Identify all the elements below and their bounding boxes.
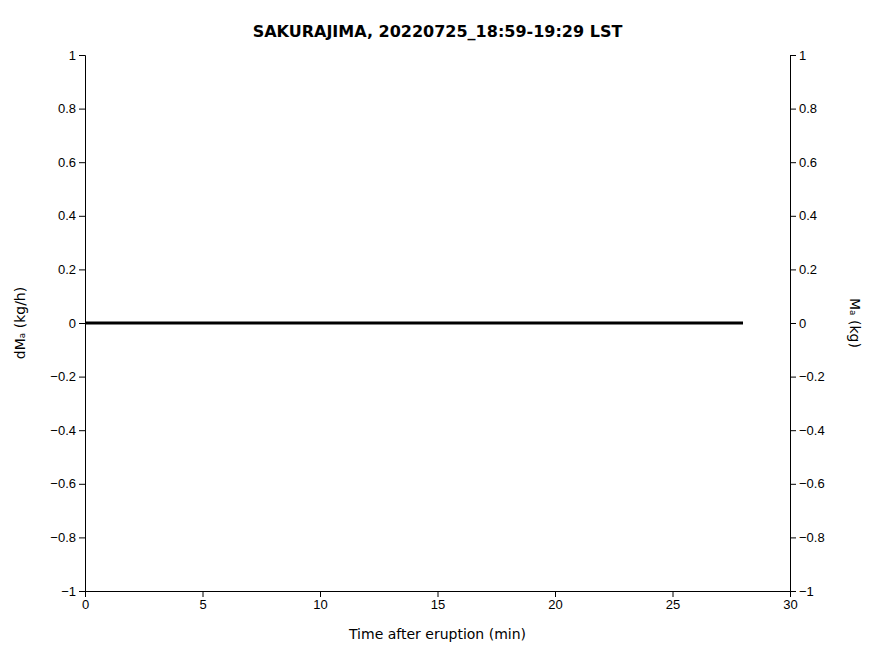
line	[85, 322, 743, 325]
y-axis-tick: −1	[61, 584, 85, 599]
x-axis-tick-label: 20	[548, 597, 562, 612]
y2-axis-tick-label: 0.6	[799, 155, 817, 170]
y-axis-tick: 0.2	[58, 262, 85, 277]
marks	[85, 323, 743, 324]
y-axis-tick-label: −0.4	[50, 423, 76, 438]
y2-axis-tick-mark	[790, 591, 796, 592]
x-axis-tick: 25	[666, 591, 680, 612]
y-axis-tick-label: 0.4	[58, 208, 76, 223]
y2-axis-tick-mark	[790, 109, 796, 110]
y2-axis-tick-label: 1	[799, 48, 806, 63]
y-axis-line	[79, 56, 86, 592]
x-axis-tick-mark	[203, 591, 204, 597]
x-axis-tick-mark	[555, 591, 556, 597]
x-axis-tick-label: 25	[666, 597, 680, 612]
y2-axis-tick: 0.8	[790, 101, 817, 116]
y2-axis-tick-mark	[790, 430, 796, 431]
y2-axis-tick: −0.6	[790, 476, 825, 491]
x-axis-tick-label: 15	[431, 597, 445, 612]
y2-axis-line	[791, 56, 797, 592]
x-axis-tick-mark	[438, 591, 439, 597]
x-axis-tick: 5	[199, 591, 206, 612]
x-axis-tick: 15	[431, 591, 445, 612]
y-axis-tick: −0.4	[50, 423, 85, 438]
x-axis-tick-label: 10	[313, 597, 327, 612]
y2-axis-tick-mark	[790, 216, 796, 217]
x-axis-tick-mark	[320, 591, 321, 597]
y2-axis-tick-label: −0.8	[799, 530, 825, 545]
y2-axis-title: Mₐ (kg)	[847, 298, 863, 348]
y-axis-tick: −0.6	[50, 476, 85, 491]
x-axis: 0 5 10 15 20 25 30	[82, 591, 798, 612]
y2-axis-tick: −0.4	[790, 423, 825, 438]
y2-axis-tick-label: −0.2	[799, 369, 825, 384]
y2-axis-tick-mark	[790, 377, 796, 378]
y2-axis-tick: 1	[790, 48, 806, 63]
plot: 051015202530−1−0.8−0.6−0.4−0.200.20.40.6…	[50, 48, 824, 613]
y-axis-tick-label: 0	[69, 316, 76, 331]
y-axis-tick-label: 0.2	[58, 262, 76, 277]
x-axis-tick-label: 30	[783, 597, 797, 612]
x-axis-tick: 10	[313, 591, 327, 612]
x-axis-tick: 20	[548, 591, 562, 612]
y-axis-tick-label: 0.6	[58, 155, 76, 170]
y-axis-tick-mark	[79, 55, 85, 56]
y-axis-tick-label: −0.2	[50, 369, 76, 384]
y-axis-tick-mark	[79, 484, 85, 485]
y-axis-tick-label: −0.6	[50, 476, 76, 491]
y2-axis-tick: 0.6	[790, 155, 817, 170]
y-axis-tick: 0.4	[58, 208, 85, 223]
x-axis-tick-label: 5	[199, 597, 206, 612]
y2-axis: −1 −0.8 −0.6 −0.4 −0.2 0 0.2 0.4 0.6 0.8 1	[790, 48, 825, 599]
y-axis-title: dMₐ (kg/h)	[12, 287, 28, 359]
x-axis-tick: 30	[783, 591, 797, 612]
y-axis-tick-label: 0.8	[58, 101, 76, 116]
x-axis-title: Time after eruption (min)	[348, 626, 526, 642]
y-axis-tick-label: 1	[69, 48, 76, 63]
y-axis-tick-mark	[79, 109, 85, 110]
y2-axis-tick: 0.2	[790, 262, 817, 277]
y-axis-tick-label: −0.8	[50, 530, 76, 545]
y2-axis-tick-label: −1	[799, 584, 814, 599]
y-axis-tick-mark	[79, 377, 85, 378]
y-axis-tick: −0.2	[50, 369, 85, 384]
y2-axis-tick-mark	[790, 537, 796, 538]
y2-axis-tick-label: −0.6	[799, 476, 825, 491]
y2-axis-tick-label: −0.4	[799, 423, 825, 438]
y-axis-tick-mark	[79, 430, 85, 431]
x-axis-tick-label: 0	[82, 597, 89, 612]
chart: 051015202530−1−0.8−0.6−0.4−0.200.20.40.6…	[0, 0, 875, 656]
y-axis-tick-mark	[79, 162, 85, 163]
x-axis-tick-mark	[673, 591, 674, 597]
y2-axis-tick-label: 0.4	[799, 208, 817, 223]
y-axis-tick-mark	[79, 537, 85, 538]
y2-axis-tick-label: 0.2	[799, 262, 817, 277]
y2-axis-tick: 0.4	[790, 208, 817, 223]
y2-axis-tick-label: 0	[799, 316, 806, 331]
y-axis-tick: 0	[69, 316, 85, 331]
y-axis-tick: −0.8	[50, 530, 85, 545]
y-axis-tick: 0.8	[58, 101, 85, 116]
y-axis-tick-label: −1	[61, 584, 76, 599]
y2-axis-tick-mark	[790, 55, 796, 56]
y2-axis-tick: −1	[790, 584, 814, 599]
y2-axis-tick: −0.2	[790, 369, 825, 384]
y2-axis-tick-mark	[790, 269, 796, 270]
y2-axis-tick: −0.8	[790, 530, 825, 545]
x-axis-line	[86, 592, 791, 598]
y-axis-tick-mark	[79, 323, 85, 324]
y-axis-tick-mark	[79, 591, 85, 592]
y-axis: −1 −0.8 −0.6 −0.4 −0.2 0 0.2 0.4 0.6 0.8 1	[50, 48, 85, 599]
y2-axis-tick-mark	[790, 323, 796, 324]
y2-axis-tick-label: 0.8	[799, 101, 817, 116]
x-axis-tick: 0	[82, 591, 89, 612]
y2-axis-tick-mark	[790, 484, 796, 485]
y2-axis-tick: 0	[790, 316, 806, 331]
y-axis-tick-mark	[79, 216, 85, 217]
y2-axis-tick-mark	[790, 162, 796, 163]
y-axis-tick: 0.6	[58, 155, 85, 170]
y-axis-tick-mark	[79, 269, 85, 270]
y-axis-tick: 1	[69, 48, 85, 63]
title: SAKURAJIMA, 20220725_18:59-19:29 LST	[253, 22, 623, 41]
